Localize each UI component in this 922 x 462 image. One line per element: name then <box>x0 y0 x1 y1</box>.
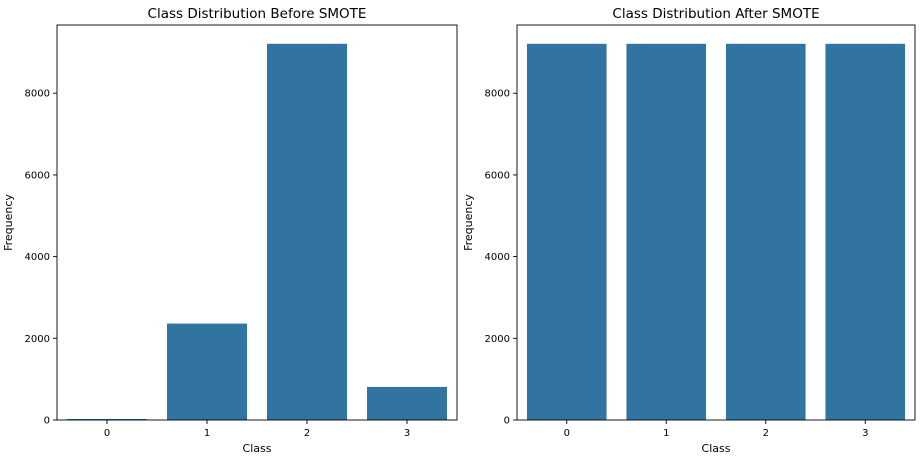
x-tick-label: 0 <box>564 428 570 439</box>
y-tick-label: 6000 <box>485 170 510 181</box>
chart-title: Class Distribution After SMOTE <box>612 6 819 22</box>
x-tick-label: 0 <box>104 428 110 439</box>
y-tick-label: 8000 <box>25 89 50 100</box>
y-tick-label: 4000 <box>25 252 50 263</box>
x-tick-label: 3 <box>404 428 410 439</box>
y-tick-label: 2000 <box>25 334 50 345</box>
bar-class-3 <box>825 43 906 421</box>
chart-after-smote: 0 2000 4000 6000 8000 0 1 2 3 Class Distribution … <box>462 6 916 455</box>
bar-class-2 <box>267 43 347 421</box>
x-axis-label: Class <box>702 442 731 455</box>
bar-class-3 <box>367 386 447 420</box>
y-tick-label: 0 <box>504 416 510 427</box>
y-tick-label: 8000 <box>485 89 510 100</box>
x-axis-label: Class <box>243 442 272 455</box>
bar-class-2 <box>725 43 806 421</box>
plot-frame <box>516 24 916 421</box>
y-tick-label: 0 <box>44 416 50 427</box>
chart-before-smote: 0 2000 4000 6000 8000 0 1 2 3 Class Distribution … <box>2 6 458 455</box>
y-tick-label: 2000 <box>485 334 510 345</box>
y-axis-label: Frequency <box>462 194 475 251</box>
y-tick-label: 4000 <box>485 252 510 263</box>
x-tick-label: 1 <box>663 428 669 439</box>
x-tick-label: 1 <box>204 428 210 439</box>
x-tick-label: 3 <box>862 428 868 439</box>
x-tick-label: 2 <box>763 428 769 439</box>
chart-title: Class Distribution Before SMOTE <box>148 6 367 22</box>
y-tick-label: 6000 <box>25 170 50 181</box>
plot-frame <box>56 24 458 421</box>
bar-class-1 <box>167 323 247 420</box>
x-tick-label: 2 <box>304 428 310 439</box>
bar-class-1 <box>626 43 707 421</box>
y-axis-label: Frequency <box>2 194 15 251</box>
bar-class-0 <box>67 418 147 420</box>
bar-class-0 <box>526 43 607 421</box>
